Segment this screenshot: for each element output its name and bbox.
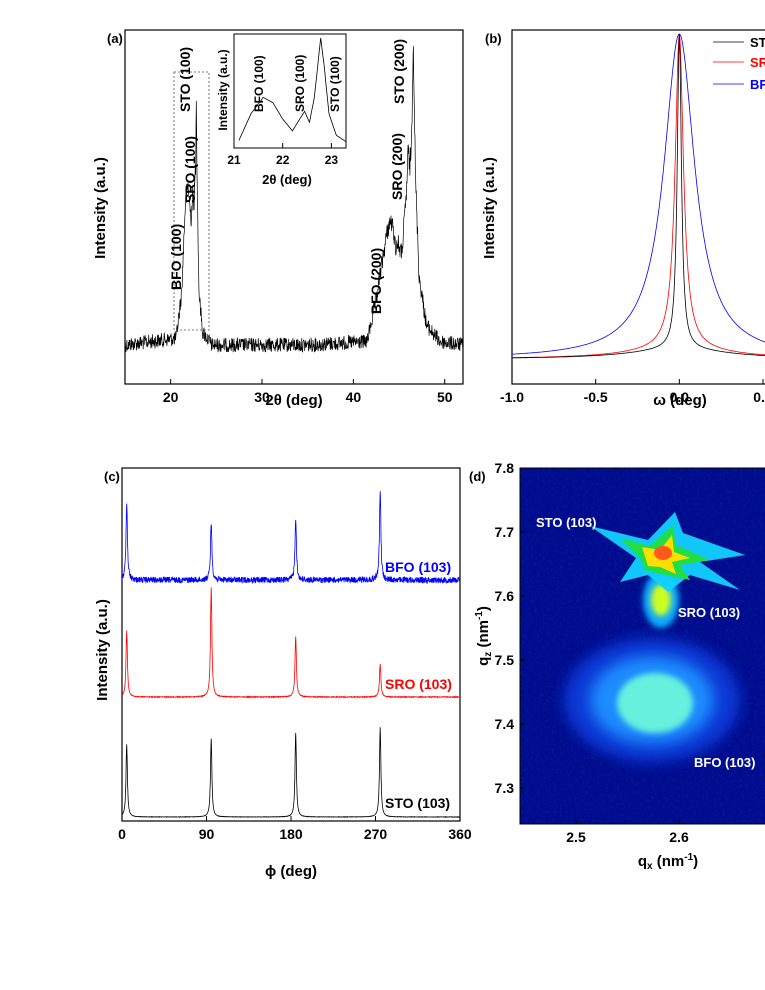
inset-frame bbox=[233, 33, 347, 149]
peak-label-bfo100: BFO (100) bbox=[168, 224, 184, 290]
rsm-spot-sto-core bbox=[654, 546, 672, 560]
panel-b-label: (b) bbox=[485, 31, 502, 46]
legend-sto-label: STO bbox=[750, 35, 765, 50]
x-tick-label: 0.0 bbox=[670, 389, 690, 405]
peak-label-bfo200: BFO (200) bbox=[368, 248, 384, 314]
panel-d-frame bbox=[519, 467, 765, 825]
panel-d-x-axis-label: qx (nm-1) bbox=[638, 852, 698, 872]
spot-label-sro103: SRO (103) bbox=[678, 605, 740, 620]
rsm-spot-bfo-core bbox=[617, 673, 693, 733]
panel-c-frame bbox=[121, 467, 461, 822]
panel-c-series-sro bbox=[122, 587, 460, 699]
x-tick-label: 2.5 bbox=[566, 829, 586, 845]
x-tick-label: -1.0 bbox=[500, 389, 524, 405]
peak-label-sto200: STO (200) bbox=[391, 39, 407, 104]
x-tick-label: 90 bbox=[199, 826, 215, 842]
peak-label-sro200: SRO (200) bbox=[389, 133, 405, 200]
panel-a-x-ticks: 20 30 40 50 bbox=[163, 379, 453, 405]
inset-y-axis-label: Intensity (a.u.) bbox=[216, 49, 230, 130]
series-label-sto103: STO (103) bbox=[385, 795, 450, 811]
y-tick-label: 7.3 bbox=[495, 780, 515, 796]
panel-b-y-axis-label: Intensity (a.u.) bbox=[481, 157, 498, 259]
x-tick-label: 2.6 bbox=[669, 829, 689, 845]
panel-a: 20 30 40 50 (a) 2θ (deg) Intensity (a.u.) B… bbox=[92, 29, 464, 409]
y-tick-label: 7.5 bbox=[495, 652, 515, 668]
inset-x-ticks: 21 22 23 bbox=[227, 143, 338, 167]
y-tick-label: 7.6 bbox=[495, 588, 515, 604]
panel-a-x-axis-label: 2θ (deg) bbox=[265, 392, 322, 409]
x-tick-label: -0.5 bbox=[584, 389, 608, 405]
panel-d: 2.5 2.6 7.37.47.57.67.77.8 (d) qx (nm-1) … bbox=[469, 460, 765, 872]
x-tick-label: 180 bbox=[279, 826, 303, 842]
panel-c: 0 90 180 270 360 (c) ϕ (deg) Intensity (a.u.… bbox=[94, 467, 472, 880]
series-label-bfo103: BFO (103) bbox=[385, 559, 451, 575]
y-tick-label: 7.7 bbox=[495, 524, 515, 540]
x-tick-label: 30 bbox=[254, 389, 270, 405]
panel-d-y-axis-label: qz (nm-1) bbox=[474, 606, 494, 666]
x-tick-label: 23 bbox=[325, 153, 339, 167]
panel-b-series-bfo bbox=[512, 33, 765, 355]
x-tick-label: 270 bbox=[364, 826, 388, 842]
panel-a-frame bbox=[124, 29, 464, 385]
x-tick-label: 0.5 bbox=[753, 389, 765, 405]
peak-label-sro100: SRO (100) bbox=[182, 136, 198, 203]
panel-b: -1.0 -0.5 0.0 0.5 (b) ω (deg) Intensity (a.… bbox=[481, 29, 765, 409]
x-tick-label: 40 bbox=[346, 389, 362, 405]
legend-bfo-label: BFO bbox=[750, 77, 765, 92]
series-label-sro103: SRO (103) bbox=[385, 676, 452, 692]
panel-d-y-ticks: 7.3 7.4 7.5 7.6 7.7 7.8 bbox=[495, 460, 525, 796]
inset-label-bfo: BFO (100) bbox=[252, 55, 266, 112]
panel-c-series-bfo bbox=[122, 491, 460, 585]
panel-b-x-axis-label: ω (deg) bbox=[653, 392, 707, 409]
inset-label-sro: SRO (100) bbox=[293, 55, 307, 112]
panel-c-x-axis-label: ϕ (deg) bbox=[265, 863, 317, 880]
panel-a-label: (a) bbox=[107, 31, 123, 46]
y-tick-label: 7.8 bbox=[495, 460, 515, 476]
panel-b-frame bbox=[511, 29, 765, 385]
panel-c-x-ticks: 0 90 180 270 360 bbox=[118, 816, 472, 842]
rsm-spot-sro-core bbox=[651, 584, 671, 616]
panel-c-series-sto bbox=[122, 727, 460, 818]
panel-b-series-sro bbox=[512, 33, 765, 359]
x-tick-label: 20 bbox=[163, 389, 179, 405]
peak-label-sto100: STO (100) bbox=[177, 47, 193, 112]
legend-sro-label: SRO bbox=[750, 55, 765, 70]
y-tick-label: 7.4 bbox=[495, 716, 515, 732]
panel-b-series-sto bbox=[512, 33, 765, 359]
x-tick-label: 22 bbox=[276, 153, 290, 167]
spot-label-sto103: STO (103) bbox=[536, 515, 596, 530]
x-tick-label: 21 bbox=[227, 153, 241, 167]
panel-b-x-ticks: -1.0 -0.5 0.0 0.5 bbox=[500, 379, 765, 405]
panel-a-y-axis-label: Intensity (a.u.) bbox=[92, 157, 109, 259]
x-tick-label: 50 bbox=[437, 389, 453, 405]
panel-d-x-ticks: 2.5 2.6 bbox=[566, 819, 689, 845]
panel-a-inset: 21 22 23 2θ (deg) Intensity (a.u.) BFO (10… bbox=[216, 33, 347, 187]
inset-series-line bbox=[238, 37, 346, 142]
inset-label-sto: STO (100) bbox=[328, 56, 342, 112]
panel-b-legend: STO SRO BFO bbox=[713, 35, 765, 92]
panel-a-series-line bbox=[125, 46, 463, 353]
inset-x-axis-label: 2θ (deg) bbox=[262, 172, 312, 187]
x-tick-label: 360 bbox=[448, 826, 472, 842]
panel-c-y-axis-label: Intensity (a.u.) bbox=[94, 599, 111, 701]
inset-zoom-box bbox=[173, 71, 210, 331]
panel-d-label: (d) bbox=[469, 469, 486, 484]
x-tick-label: 0 bbox=[118, 826, 126, 842]
panel-c-label: (c) bbox=[104, 469, 120, 484]
spot-label-bfo103: BFO (103) bbox=[694, 755, 755, 770]
